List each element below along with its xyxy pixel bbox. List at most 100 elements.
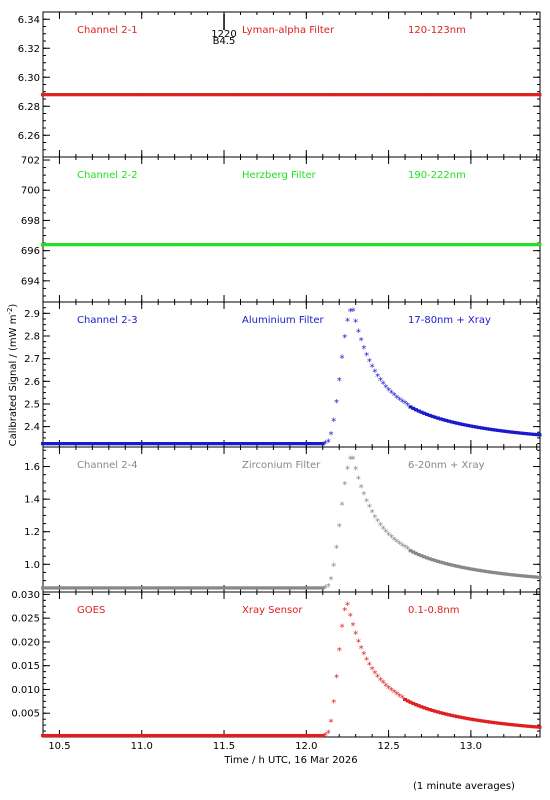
data-point — [435, 416, 440, 420]
data-point — [485, 243, 490, 247]
data-point — [180, 243, 185, 247]
data-point — [131, 442, 136, 446]
data-point: * — [356, 328, 361, 339]
data-point — [276, 93, 281, 97]
data-point — [285, 586, 290, 590]
data-point — [178, 733, 183, 738]
data-point — [128, 442, 133, 446]
data-point — [537, 243, 542, 247]
data-point — [263, 442, 268, 446]
data-point — [128, 586, 133, 590]
data-point — [512, 573, 517, 577]
data-point — [386, 93, 391, 97]
data-point: * — [372, 669, 377, 680]
y-tick-label: 2.4 — [24, 422, 40, 433]
data-point: * — [348, 307, 353, 318]
data-point — [463, 423, 468, 427]
data-point — [252, 586, 257, 590]
y-tick-label: 0.020 — [11, 637, 40, 648]
data-point — [73, 733, 78, 738]
data-point — [131, 93, 136, 97]
data-point — [232, 93, 237, 97]
data-point — [438, 243, 443, 247]
panel-filter-label: Aluminium Filter — [242, 315, 325, 326]
data-point — [416, 409, 421, 413]
data-point — [254, 442, 259, 446]
data-point — [438, 711, 443, 715]
data-point — [293, 93, 298, 97]
data-point: * — [323, 731, 328, 742]
data-point — [115, 586, 120, 590]
data-point — [249, 243, 254, 247]
data-point — [287, 586, 292, 590]
data-point — [230, 586, 235, 590]
data-point — [523, 724, 528, 728]
data-point — [183, 442, 188, 446]
data-point — [422, 706, 427, 710]
data-point — [534, 575, 539, 579]
data-point — [49, 243, 54, 247]
data-point — [274, 93, 279, 97]
data-point — [356, 93, 361, 97]
y-tick-label: 694 — [21, 276, 40, 287]
data-point — [446, 713, 451, 717]
data-point — [153, 243, 158, 247]
data-point — [449, 243, 454, 247]
data-point — [296, 243, 301, 247]
y-tick-label: 0.015 — [11, 661, 40, 672]
data-point — [471, 717, 476, 722]
data-point — [307, 93, 312, 97]
data-point — [490, 720, 495, 725]
y-tick-label: 1.6 — [24, 462, 40, 473]
data-point — [285, 442, 290, 446]
data-point — [463, 566, 468, 570]
data-point — [474, 425, 479, 429]
data-point — [167, 733, 172, 738]
data-point — [145, 243, 150, 247]
data-point — [499, 721, 504, 726]
y-tick-label: 0.025 — [11, 614, 40, 625]
panel-1: 6.26 6.28 6.30 6.32 6.34 Channel 2-1 Lyman-alp… — [18, 11, 542, 158]
panel-channel-label: Channel 2-2 — [77, 170, 138, 181]
data-point — [164, 442, 169, 446]
data-point — [501, 429, 506, 433]
data-point: * — [367, 661, 372, 672]
data-point — [205, 93, 210, 97]
data-point — [123, 586, 128, 590]
data-point — [194, 586, 199, 590]
data-point — [134, 243, 139, 247]
data-point — [328, 243, 333, 247]
data-point — [408, 700, 413, 704]
data-point — [268, 733, 273, 738]
data-point — [518, 431, 523, 435]
data-point — [318, 442, 323, 446]
y-axis-label-main: Calibrated Signal / (mW m — [8, 315, 19, 447]
data-point — [361, 243, 366, 247]
data-point — [323, 93, 328, 97]
data-point — [158, 442, 163, 446]
data-point — [318, 586, 323, 590]
data-point: * — [328, 575, 333, 586]
data-point: * — [383, 383, 388, 394]
data-point — [304, 586, 309, 590]
data-point: * — [400, 397, 405, 408]
panel-channel-label: Channel 2-3 — [77, 315, 138, 326]
data-point — [496, 93, 501, 97]
data-point — [194, 442, 199, 446]
data-point — [164, 93, 169, 97]
data-point — [79, 243, 84, 247]
data-point — [54, 733, 59, 738]
data-point — [435, 243, 440, 247]
data-point — [84, 93, 89, 97]
data-point — [208, 586, 213, 590]
data-point: * — [328, 430, 333, 441]
data-point — [84, 243, 89, 247]
data-point — [408, 93, 413, 97]
data-point: * — [350, 455, 355, 466]
data-point — [350, 243, 355, 247]
data-point — [274, 243, 279, 247]
data-point — [430, 93, 435, 97]
data-point — [507, 93, 512, 97]
data-point — [339, 243, 344, 247]
data-point — [252, 243, 257, 247]
